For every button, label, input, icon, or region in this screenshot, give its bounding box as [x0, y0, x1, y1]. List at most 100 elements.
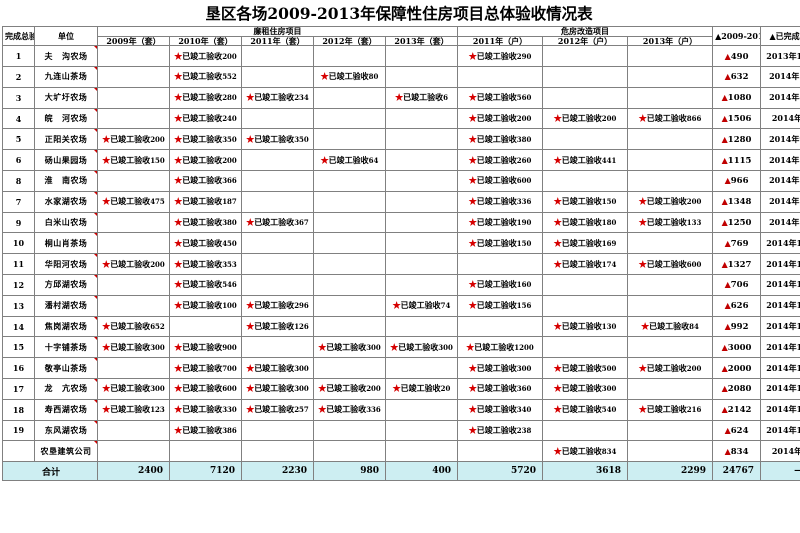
star-icon: ★: [320, 71, 329, 82]
cell-rent-2010: ★已竣工验收546: [169, 274, 242, 296]
header-total-units: ▲2009-2013年保障性住房项目已完成总体验收套数: [712, 25, 762, 47]
star-icon: ★: [553, 113, 562, 124]
cell-danger-2013: [627, 66, 714, 88]
cell-danger-2013: ★已竣工验收866: [627, 107, 714, 130]
cell-rent-2009: [97, 232, 170, 255]
cell-rent-2013: ★已竣工验收6: [384, 86, 459, 109]
cell-danger-2012: ★已竣工验收180: [542, 211, 629, 234]
triangle-icon: ▲: [724, 175, 731, 186]
star-icon: ★: [102, 196, 111, 207]
star-icon: ★: [102, 321, 111, 331]
row-order-number: 15: [2, 336, 35, 359]
star-icon: ★: [102, 383, 111, 394]
cell-danger-2013: ★已竣工验收84: [627, 315, 714, 338]
row-unit-name: 桐山肖茶场: [34, 232, 98, 255]
star-icon: ★: [174, 383, 183, 394]
star-icon: ★: [468, 362, 477, 373]
star-icon: ★: [468, 133, 477, 144]
cell-rent-2011: [241, 170, 314, 192]
cell-rent-2012: [313, 211, 386, 234]
row-completion-date: 2014年12月29日: [760, 419, 800, 442]
cell-rent-2013: ★已竣工验收300: [384, 336, 459, 359]
cell-rent-2009: [97, 45, 170, 68]
header-rent-2013: 2013年（套）: [384, 35, 459, 47]
cell-rent-2010: ★已竣工验收600: [169, 378, 242, 400]
cell-rent-2012: [313, 274, 386, 296]
cell-danger-2011: ★已竣工验收290: [457, 45, 544, 68]
table-body: 1夫沟农场★已竣工验收200★已竣工验收290▲4902013年11月22日2九…: [2, 45, 800, 463]
cell-rent-2010: ★已竣工验收450: [169, 232, 242, 255]
row-unit-name: 东风湖农场: [34, 419, 98, 442]
star-icon: ★: [174, 341, 183, 352]
cell-danger-2013: [627, 378, 714, 400]
table-row: 15 十字铺茶场 ★已竣工验收300 ★已竣工验收900 ★已竣工验收300 ★已竣工验收…: [2, 336, 800, 359]
title-bar: 垦区各场2009-2013年保障性住房项目总体验收情况表: [2, 0, 796, 26]
star-icon: ★: [638, 217, 647, 228]
cell-rent-2012: [313, 357, 386, 379]
cell-danger-2011: ★已竣工验收160: [457, 274, 544, 296]
sum-danger-2011: 5720: [457, 461, 544, 482]
star-icon: ★: [174, 50, 183, 61]
cell-rent-2011: ★已竣工验收300: [241, 357, 314, 379]
star-icon: ★: [553, 258, 562, 269]
cell-rent-2009: ★已竣工验收652: [97, 315, 170, 338]
star-icon: ★: [468, 113, 477, 124]
cell-danger-2013: [627, 440, 714, 463]
star-icon: ★: [468, 279, 477, 290]
cell-rent-2009: ★已竣工验收300: [97, 336, 170, 359]
cell-rent-2010: ★已竣工验收200: [169, 149, 242, 172]
row-completion-date: 2014年12月18日: [760, 294, 800, 317]
sum-danger-2012: 3618: [542, 461, 629, 482]
row-order-number: 16: [2, 357, 35, 379]
row-unit-name: 正阳关农场: [34, 128, 98, 151]
cell-rent-2012: [313, 107, 386, 130]
star-icon: ★: [395, 92, 404, 103]
row-order-number: 5: [2, 128, 35, 151]
star-icon: ★: [246, 217, 255, 228]
star-icon: ★: [318, 383, 327, 394]
triangle-icon: ▲: [721, 133, 728, 144]
star-icon: ★: [174, 424, 183, 435]
star-icon: ★: [553, 383, 562, 394]
cell-danger-2012: ★已竣工验收130: [542, 315, 629, 338]
cell-rent-2013: [384, 170, 459, 192]
cell-rent-2011: ★已竣工验收126: [241, 315, 314, 338]
cell-danger-2012: [542, 128, 629, 151]
cell-rent-2009: ★已竣工验收475: [97, 190, 170, 213]
star-icon: ★: [468, 175, 477, 186]
cell-rent-2012: [313, 294, 386, 317]
cell-danger-2011: ★已竣工验收1200: [457, 336, 544, 359]
cell-danger-2012: ★已竣工验收834: [542, 440, 629, 463]
triangle-icon: ▲: [724, 300, 731, 311]
cell-rent-2010: ★已竣工验收366: [169, 170, 242, 192]
star-icon: ★: [174, 92, 183, 103]
star-icon: ★: [174, 113, 183, 124]
triangle-icon: ▲: [724, 424, 731, 435]
table-row: 11 华阳河农场 ★已竣工验收200 ★已竣工验收353 ★已竣工验收174 ★已竣工验收…: [2, 253, 800, 276]
cell-danger-2011: ★已竣工验收260: [457, 149, 544, 172]
sum-rent-2009: 2400: [97, 461, 170, 482]
row-order-number: 1: [2, 45, 35, 68]
row-unit-name: 方邱湖农场: [34, 274, 98, 296]
row-order-number: 12: [2, 274, 35, 296]
cell-danger-2011: ★已竣工验收360: [457, 378, 544, 400]
header-row-group: 完成总验顺序 单位 廉租住房项目 危房改造项目 ▲2009-2013年保障性住房…: [2, 25, 800, 47]
triangle-icon: ▲: [721, 196, 728, 207]
sum-rent-2012: 980: [313, 461, 386, 482]
cell-rent-2011: ★已竣工验收296: [241, 294, 314, 317]
triangle-icon: ▲: [721, 258, 728, 269]
cell-danger-2013: ★已竣工验收216: [627, 398, 714, 421]
cell-rent-2009: [97, 86, 170, 109]
table-row: 3 大圹圩农场 ★已竣工验收280 ★已竣工验收234 ★已竣工验收6 ★已竣工验收560…: [2, 86, 800, 109]
row-unit-name: 夫沟农场: [34, 45, 98, 68]
cell-rent-2011: [241, 66, 314, 88]
triangle-icon: ▲: [721, 341, 728, 352]
star-icon: ★: [468, 217, 477, 228]
cell-rent-2009: [97, 294, 170, 317]
sum-date-dash: —: [760, 461, 800, 482]
cell-rent-2010: ★已竣工验收330: [169, 398, 242, 421]
cell-rent-2013: [384, 253, 459, 276]
cell-rent-2013: ★已竣工验收20: [384, 378, 459, 400]
